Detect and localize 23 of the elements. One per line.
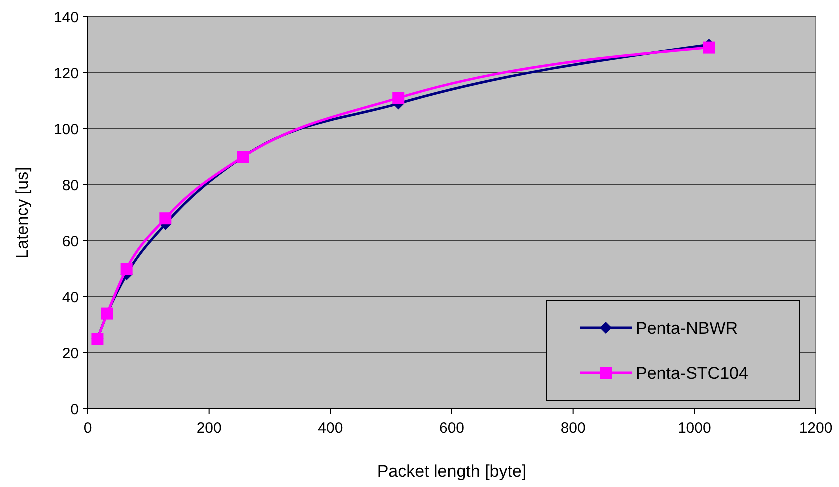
- x-tick-label: 200: [196, 420, 222, 437]
- x-tick-label: 600: [439, 420, 465, 437]
- x-tick-label: 0: [84, 420, 92, 437]
- legend-label: Penta-NBWR: [636, 318, 738, 338]
- y-tick-label: 0: [70, 401, 79, 418]
- y-tick-label: 40: [62, 289, 79, 306]
- legend-label: Penta-STC104: [636, 364, 748, 383]
- point: [120, 263, 133, 275]
- y-tick-label: 140: [54, 9, 79, 26]
- x-axis-title: Packet length [byte]: [377, 462, 527, 481]
- y-tick-label: 80: [62, 177, 79, 194]
- point: [392, 92, 405, 104]
- point: [703, 42, 716, 54]
- x-tick-label: 1000: [678, 420, 712, 437]
- y-tick-label: 120: [54, 65, 79, 82]
- y-axis-title: Latency [us]: [13, 167, 32, 259]
- x-tick-label: 400: [318, 420, 344, 437]
- x-tick-label: 1200: [799, 420, 833, 437]
- y-tick-label: 100: [54, 121, 79, 138]
- point: [160, 212, 172, 225]
- y-tick-label: 60: [62, 233, 79, 250]
- y-tick-label: 20: [62, 345, 79, 362]
- x-tick-label: 800: [560, 420, 586, 437]
